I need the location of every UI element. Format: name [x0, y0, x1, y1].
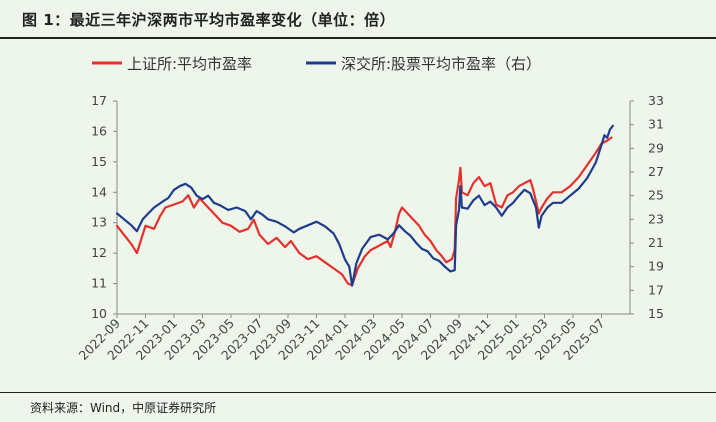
- figure-title: 图 1：最近三年沪深两市平均市盈率变化（单位：倍）: [22, 11, 396, 29]
- title-rule: [0, 37, 716, 39]
- bottom-rule: [0, 392, 716, 393]
- right-axis-tick-label: 21: [648, 235, 664, 250]
- right-axis-tick-label: 17: [648, 282, 664, 297]
- right-axis-tick-label: 15: [648, 306, 664, 321]
- left-axis-tick-label: 16: [91, 123, 107, 138]
- left-axis-tick-label: 11: [91, 276, 107, 291]
- right-axis-tick-label: 19: [648, 259, 664, 274]
- right-axis-tick-label: 33: [648, 93, 664, 108]
- series-line-szse: [115, 124, 615, 287]
- left-axis-tick-label: 12: [91, 245, 107, 260]
- left-axis-tick-label: 14: [91, 184, 107, 199]
- right-axis-tick-label: 25: [648, 188, 664, 203]
- right-axis-tick-label: 27: [648, 164, 664, 179]
- plot-area: 1011121314151617151719212325272931332022…: [76, 93, 664, 363]
- right-axis-tick-label: 23: [648, 211, 664, 226]
- left-axis-tick-label: 13: [91, 215, 107, 230]
- left-axis-tick-label: 17: [91, 93, 107, 108]
- series-line-sse: [115, 136, 613, 287]
- legend-label-sse: 上证所:平均市盈率: [127, 55, 252, 73]
- right-axis-tick-label: 31: [648, 117, 664, 132]
- source-note: 资料来源：Wind，中原证券研究所: [30, 401, 217, 415]
- left-axis-tick-label: 10: [91, 306, 107, 321]
- legend: 上证所:平均市盈率 深交所:股票平均市盈率（右）: [92, 55, 541, 73]
- left-axis-tick-label: 15: [91, 154, 107, 169]
- legend-label-szse: 深交所:股票平均市盈率（右）: [341, 55, 541, 73]
- right-axis-tick-label: 29: [648, 140, 664, 155]
